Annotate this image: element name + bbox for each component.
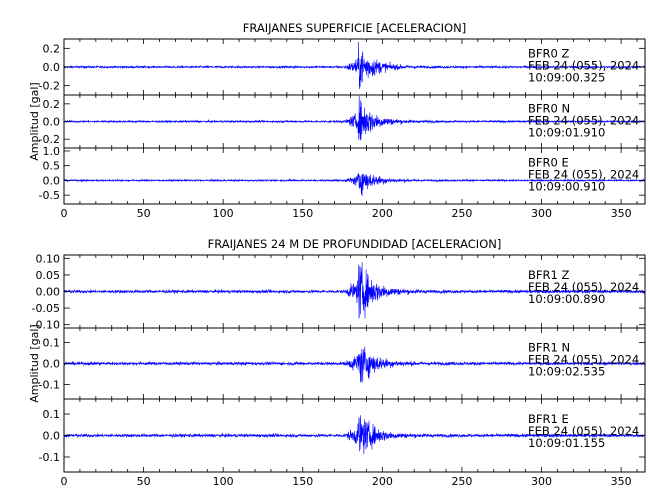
x-tick-label: 50 [137,207,151,220]
y-tick-label: 0.0 [43,430,61,443]
y-tick-label: 0.1 [43,408,61,421]
x-tick-label: 200 [372,207,393,220]
x-tick-label: 150 [292,475,313,488]
waveform-trace [63,41,646,90]
waveform-trace [63,95,646,141]
y-tick-label: 0.2 [43,42,61,55]
y-tick-label: -0.5 [39,189,60,202]
y-tick-label: -0.2 [39,133,60,146]
x-tick-label: 100 [213,475,234,488]
y-tick-label: 0.00 [36,286,61,299]
trace-station-label: BFR1 N [528,340,570,354]
x-tick-label: 150 [292,207,313,220]
y-tick-label: 0.1 [43,337,61,350]
y-tick-label: -0.10 [32,319,60,332]
y-tick-label: 0.10 [36,252,61,265]
y-axis-label: Amplitud [gal] [28,324,41,402]
y-tick-label: -0.05 [32,302,60,315]
trace-station-label: BFR0 E [528,155,569,169]
x-tick-label: 100 [213,207,234,220]
y-tick-label: 0.2 [43,98,61,111]
waveform-trace [63,346,646,383]
y-axis-label: Amplitud [gal] [28,82,41,160]
trace-date-label: FEB 24 (055), 2024 [528,58,639,72]
x-tick-label: 300 [531,475,552,488]
trace-date-label: FEB 24 (055), 2024 [528,352,639,366]
y-tick-label: -0.1 [39,451,60,464]
trace-station-label: BFR1 E [528,412,569,426]
trace-date-label: FEB 24 (055), 2024 [528,280,639,294]
trace-time-label: 10:09:01.910 [528,125,605,139]
trace-date-label: FEB 24 (055), 2024 [528,167,639,181]
x-tick-label: 350 [611,207,632,220]
x-tick-label: 200 [372,475,393,488]
trace-station-label: BFR0 N [528,101,570,115]
trace-station-label: BFR0 Z [528,46,569,60]
trace-time-label: 10:09:00.325 [528,70,605,84]
y-tick-label: 0.0 [43,358,61,371]
trace-station-label: BFR1 Z [528,268,569,282]
y-tick-label: 0.5 [43,160,61,173]
x-tick-label: 0 [61,207,68,220]
x-tick-label: 300 [531,207,552,220]
trace-time-label: 10:09:00.910 [528,179,605,193]
trace-time-label: 10:09:01.155 [528,436,605,450]
trace-date-label: FEB 24 (055), 2024 [528,424,639,438]
waveform-trace [63,415,646,455]
x-tick-label: 0 [61,475,68,488]
waveform-trace [63,262,646,319]
x-tick-label: 250 [451,475,472,488]
waveform-trace [63,173,646,196]
y-tick-label: 1.0 [43,145,61,158]
y-tick-label: 0.05 [36,269,61,282]
y-tick-label: -0.2 [39,80,60,93]
x-tick-label: 50 [137,475,151,488]
trace-date-label: FEB 24 (055), 2024 [528,113,639,127]
x-tick-label: 350 [611,475,632,488]
x-tick-label: 250 [451,207,472,220]
y-tick-label: 0.0 [43,174,61,187]
panel-frame [63,147,646,205]
trace-time-label: 10:09:00.890 [528,292,605,306]
y-tick-label: 0.0 [43,61,61,74]
y-tick-label: 0.0 [43,116,61,129]
y-tick-label: -0.1 [39,378,60,391]
chart-title: FRAIJANES SUPERFICIE [ACELERACION] [243,21,466,35]
trace-time-label: 10:09:02.535 [528,364,605,378]
chart-title: FRAIJANES 24 M DE PROFUNDIDAD [ACELERACI… [208,237,502,251]
